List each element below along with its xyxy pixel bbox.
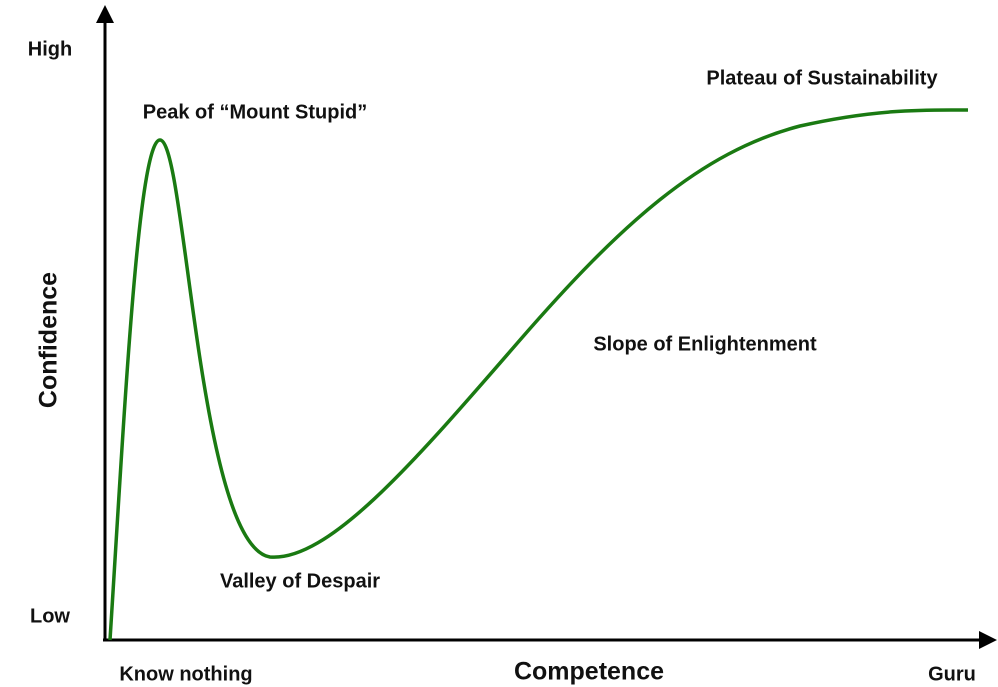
annotation: Slope of Enlightenment <box>593 333 817 355</box>
x-start-label: Know nothing <box>119 663 252 685</box>
y-low-label: Low <box>30 605 70 627</box>
confidence-curve <box>108 108 969 641</box>
annotation: Valley of Despair <box>220 570 380 592</box>
y-axis-title: Confidence <box>35 272 63 408</box>
annotation: Plateau of Sustainability <box>706 67 938 89</box>
x-axis-title: Competence <box>514 658 664 686</box>
annotation: Peak of “Mount Stupid” <box>143 101 367 123</box>
y-high-label: High <box>28 38 72 60</box>
x-end-label: Guru <box>928 663 976 685</box>
